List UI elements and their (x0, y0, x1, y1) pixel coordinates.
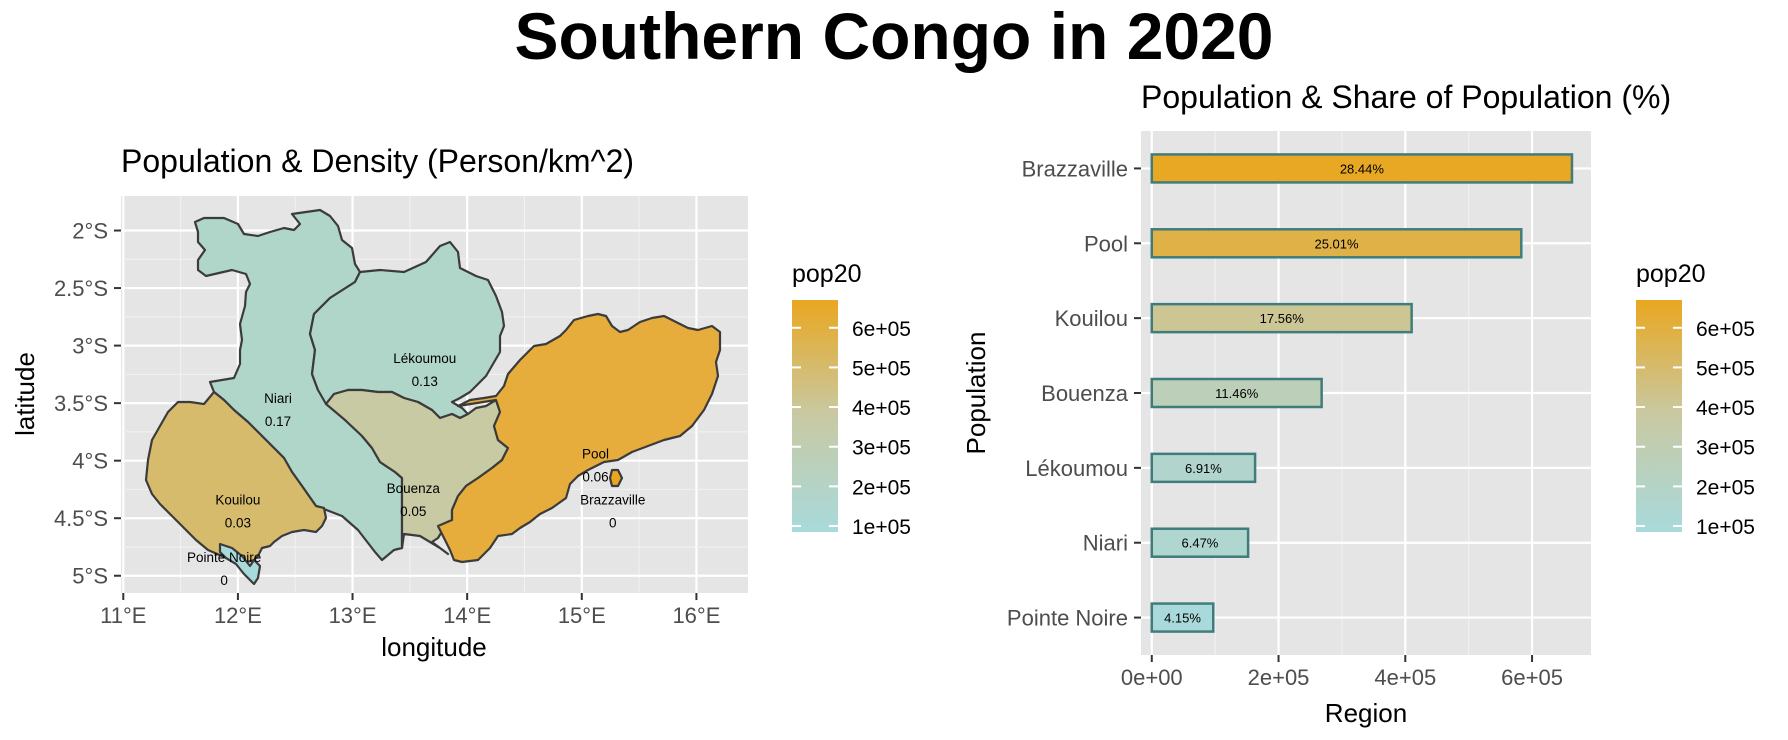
region-pool (436, 312, 722, 564)
region-kouilou (144, 390, 328, 566)
map-x-axis-title: longitude (381, 632, 487, 662)
map-legend-title: pop20 (792, 260, 862, 288)
bar-x-tick-label: 2e+05 (1248, 665, 1310, 690)
map-legend-tick-label: 4e+05 (852, 397, 911, 420)
bar-legend-title: pop20 (1636, 260, 1706, 288)
map-y-tick-label: 3.5°S (54, 391, 108, 416)
bar-data-label-niari: 6.47% (1182, 536, 1219, 551)
region-label-pool: Pool (582, 446, 609, 461)
bar-pointe-noire (1150, 602, 1215, 633)
bar-x-tick-label: 0e+00 (1121, 665, 1183, 690)
bar-y-tick-label-bouenza: Bouenza (1041, 381, 1129, 406)
map-title: Population & Density (Person/km^2) (121, 143, 634, 179)
map-legend-colorbar (792, 300, 838, 532)
bar-data-label-pool: 25.01% (1314, 236, 1359, 251)
region-label-brazzaville: Brazzaville (580, 492, 645, 507)
map-x-tick-label: 16°E (672, 603, 720, 628)
bar-x-tick-label: 4e+05 (1374, 665, 1436, 690)
bar-legend-tick-label: 2e+05 (1696, 476, 1755, 499)
region-density-kouilou: 0.03 (225, 515, 251, 530)
bar-data-label-lekoumou: 6.91% (1185, 461, 1222, 476)
map-y-tick-label: 3°S (72, 334, 108, 359)
bar-legend-tick-label: 6e+05 (1696, 318, 1755, 341)
map-y-axis-title: latitude (10, 352, 40, 436)
region-label-pointe-noire: Pointe Noire (187, 550, 261, 565)
bar-y-tick-label-pointe-noire: Pointe Noire (1007, 606, 1128, 631)
region-density-pointe-noire: 0 (220, 573, 228, 588)
region-density-brazzaville: 0 (609, 515, 617, 530)
bar-axes: 0e+00 2e+05 4e+05 6e+05 Brazzaville Pool Kouil… (1007, 156, 1563, 690)
map-x-tick-label: 13°E (329, 603, 377, 628)
bar-legend-tick-label: 5e+05 (1696, 357, 1755, 380)
region-density-bouenza: 0.05 (400, 504, 426, 519)
map-legend-tick-label: 2e+05 (852, 476, 911, 499)
map-y-tick-label: 5°S (72, 564, 108, 589)
region-pointe-noire (218, 542, 262, 586)
bar-title: Population & Share of Population (%) (1141, 79, 1671, 115)
bar-legend-colorbar (1636, 300, 1682, 532)
map-axes: 11°E 12°E 13°E 14°E 15°E 16°E 2°S 2.5°S 3°S 3.5°S… (54, 219, 720, 628)
bar-y-tick-label-brazzaville: Brazzaville (1022, 156, 1128, 181)
map-legend-tick-label: 6e+05 (852, 318, 911, 341)
bar-y-axis-title: Population (961, 332, 991, 455)
region-lekoumou (308, 240, 506, 420)
map-y-tick-label: 2.5°S (54, 276, 108, 301)
bar-brazzaville (1150, 153, 1574, 184)
region-brazzaville (608, 468, 624, 488)
bar-pool (1150, 228, 1523, 259)
map-legend-tick-label: 1e+05 (852, 516, 911, 539)
map-y-tick-label: 4°S (72, 449, 108, 474)
bar-data-label-brazzaville: 28.44% (1340, 161, 1385, 176)
bar-x-axis-title: Region (1325, 698, 1407, 728)
bar-lekoumou (1150, 452, 1257, 484)
figure-title: Southern Congo in 2020 (514, 0, 1273, 73)
region-label-bouenza: Bouenza (387, 481, 441, 496)
map-legend-tick-label: 3e+05 (852, 437, 911, 460)
map-x-tick-label: 15°E (558, 603, 606, 628)
map-region-labels: Niari 0.17 Lékoumou 0.13 Kouilou 0.03 Bouenza 0… (187, 351, 645, 588)
region-label-niari: Niari (264, 391, 292, 406)
region-density-lekoumou: 0.13 (412, 374, 438, 389)
bar-y-tick-label-pool: Pool (1084, 231, 1128, 256)
bar-legend-ticks: 6e+05 5e+05 4e+05 3e+05 2e+05 1e+05 (1636, 318, 1755, 539)
bar-y-tick-label-kouilou: Kouilou (1055, 306, 1128, 331)
map-regions (144, 208, 722, 586)
bar-y-tick-label-niari: Niari (1083, 531, 1128, 556)
region-density-pool: 0.06 (582, 469, 608, 484)
map-x-tick-label: 11°E (100, 603, 146, 628)
map-legend-tick-label: 5e+05 (852, 357, 911, 380)
bar-bouenza (1150, 377, 1323, 409)
bar-kouilou (1150, 302, 1413, 334)
map-y-tick-label: 4.5°S (54, 506, 108, 531)
bar-niari (1150, 527, 1250, 558)
map-x-tick-label: 14°E (443, 603, 491, 628)
bar-data-label-bouenza: 11.46% (1215, 386, 1259, 401)
bar-legend-tick-label: 3e+05 (1696, 437, 1755, 460)
bar-data-label-kouilou: 17.56% (1260, 311, 1305, 326)
region-label-kouilou: Kouilou (215, 492, 260, 507)
bar-legend-tick-label: 1e+05 (1696, 516, 1755, 539)
bar-y-tick-label-lekoumou: Lékoumou (1025, 456, 1128, 481)
map-x-tick-label: 12°E (214, 603, 262, 628)
bar-legend-tick-label: 4e+05 (1696, 397, 1755, 420)
bar-series: 28.44% 25.01% 17.56% 11.46% 6.91% 6.47% 4.15% (1150, 153, 1574, 633)
map-y-tick-label: 2°S (72, 219, 108, 244)
region-density-niari: 0.17 (265, 414, 291, 429)
bar-x-tick-label: 6e+05 (1501, 665, 1563, 690)
region-label-lekoumou: Lékoumou (393, 351, 456, 366)
map-legend-ticks: 6e+05 5e+05 4e+05 3e+05 2e+05 1e+05 (792, 318, 911, 539)
bar-data-label-pointe-noire: 4.15% (1164, 611, 1201, 626)
